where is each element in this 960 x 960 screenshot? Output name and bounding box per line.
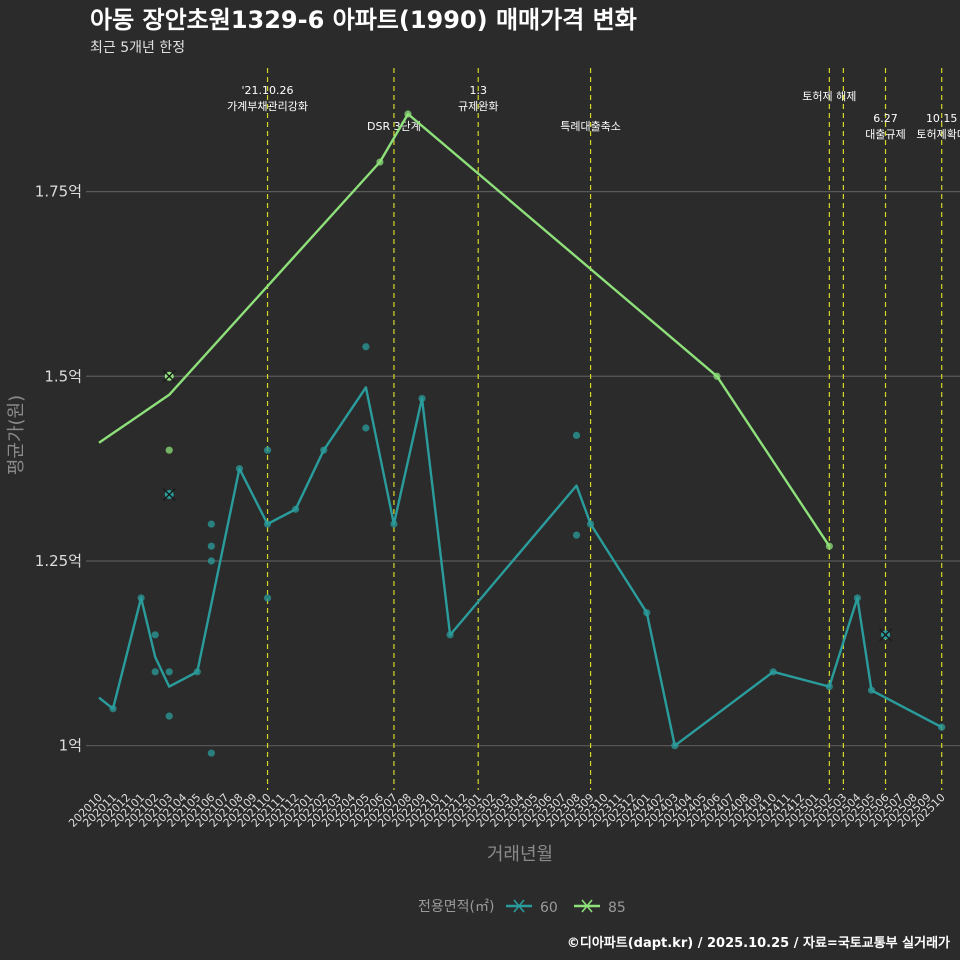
series-60 (98, 343, 946, 757)
y-tick-label: 1.5억 (44, 367, 82, 385)
event-label: 가계부채관리강화 (227, 100, 308, 113)
chart-subtitle: 최근 5개년 한정 (90, 40, 185, 56)
data-point-60 (446, 631, 454, 639)
series-line-85 (98, 112, 831, 547)
data-point-60 (867, 686, 876, 694)
event-label: 규제완화 (458, 100, 498, 113)
data-point-85 (165, 446, 173, 454)
data-point-60 (109, 705, 117, 713)
max-cross-60 (162, 487, 176, 501)
series-group (98, 110, 946, 757)
event-label: '21.10.26 (242, 84, 294, 97)
data-point-60 (853, 594, 862, 602)
data-point-60 (938, 723, 946, 731)
data-point-60 (362, 343, 370, 351)
data-point-60 (769, 668, 777, 676)
x-axis-ticks: 2020102020112020122021012021022021032021… (66, 791, 948, 830)
x-axis-title: 거래년월 (487, 844, 553, 865)
max-cross-60 (879, 628, 893, 642)
data-point-60 (390, 520, 398, 528)
y-tick-label: 1.25억 (35, 552, 82, 570)
legend-swatch-cross (513, 899, 525, 913)
data-point-60 (263, 446, 272, 454)
chart-caption: ©디아파트(dapt.kr) / 2025.10.25 / 자료=국토교통부 실… (567, 935, 950, 951)
data-point-60 (207, 557, 215, 565)
legend-label: 60 (540, 900, 558, 916)
data-point-60 (586, 520, 595, 528)
event-label: 6.27 (873, 112, 898, 125)
data-point-60 (362, 424, 370, 432)
data-point-85 (713, 372, 721, 380)
data-point-60 (235, 465, 244, 473)
data-point-60 (165, 668, 173, 676)
legend-title: 전용면적(㎡) (418, 899, 494, 915)
event-label: 10.15 (926, 112, 958, 125)
y-tick-label: 1.75억 (35, 183, 82, 201)
event-label: 토허제확대 (916, 128, 960, 141)
max-cross-85 (162, 369, 176, 383)
data-point-60 (165, 712, 173, 720)
data-point-85 (404, 110, 412, 118)
data-point-60 (671, 742, 679, 750)
data-point-60 (151, 631, 159, 639)
data-point-60 (572, 431, 581, 439)
event-label: 1.3 (469, 84, 487, 97)
data-point-60 (263, 594, 272, 602)
event-label: DSR 3단계 (367, 120, 421, 133)
y-axis-title: 평균가(원) (6, 395, 27, 475)
chart-title: 아동 장안초원1329-6 아파트(1990) 매매가격 변화 (90, 6, 637, 34)
data-point-60 (207, 520, 215, 528)
data-point-60 (825, 682, 833, 691)
series-85 (98, 110, 833, 550)
data-point-60 (207, 542, 215, 550)
data-point-60 (292, 505, 300, 513)
data-point-60 (418, 394, 426, 403)
event-label: 특례대출축소 (560, 120, 621, 133)
data-point-60 (137, 594, 145, 602)
data-point-60 (207, 749, 215, 757)
legend-label: 85 (608, 900, 626, 916)
event-label: 대출규제 (865, 128, 905, 141)
legend-swatch-cross (581, 899, 593, 913)
data-point-60 (643, 609, 651, 617)
data-point-60 (572, 531, 581, 539)
data-point-60 (151, 668, 159, 676)
grid: 1억 1.25억 1.5억 1.75억 (35, 183, 960, 755)
data-point-85 (825, 542, 833, 550)
y-tick-label: 1억 (59, 737, 82, 755)
data-point-60 (193, 668, 201, 676)
data-point-60 (263, 520, 272, 528)
event-label: 토허제 해제 (802, 89, 856, 103)
data-point-60 (320, 446, 328, 454)
legend: 전용면적(㎡) 60 85 (418, 899, 626, 916)
data-point-85 (376, 158, 384, 166)
